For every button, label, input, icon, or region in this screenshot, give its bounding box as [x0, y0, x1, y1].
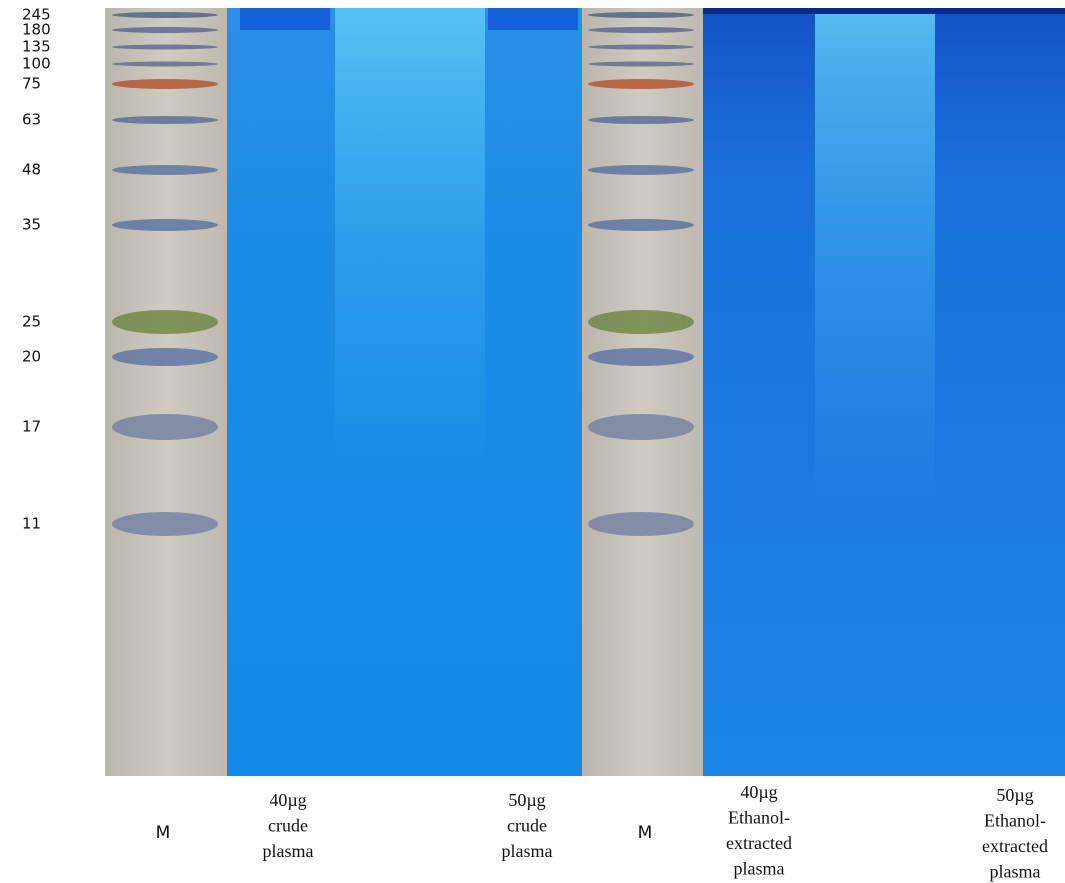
marker-band — [588, 27, 694, 33]
marker-band — [112, 512, 218, 536]
marker-band — [112, 116, 218, 124]
lane-label: plasma — [734, 859, 785, 879]
lane-label: 50µg — [996, 785, 1033, 805]
marker-band — [112, 79, 218, 89]
lane-label: M — [638, 823, 653, 843]
marker-band — [112, 27, 218, 33]
marker-lane — [105, 8, 227, 776]
lane-label: Ethanol- — [728, 808, 790, 828]
marker-band — [588, 512, 694, 536]
lane-label: crude — [507, 816, 547, 836]
lane-label: crude — [268, 816, 308, 836]
marker-band — [112, 44, 218, 50]
lane-label: plasma — [263, 841, 314, 861]
well — [240, 8, 330, 30]
marker-bands — [112, 12, 694, 536]
marker-band — [588, 79, 694, 89]
marker-band — [112, 348, 218, 366]
marker-band — [112, 165, 218, 175]
lane-label: extracted — [982, 836, 1048, 856]
marker-band — [112, 414, 218, 440]
lane-label: plasma — [502, 841, 553, 861]
marker-band — [112, 61, 218, 67]
marker-label: 20 — [22, 348, 41, 366]
smear — [815, 8, 935, 508]
marker-label: 17 — [22, 418, 41, 436]
marker-band — [588, 12, 694, 18]
smear — [335, 8, 485, 468]
marker-band — [588, 165, 694, 175]
marker-band — [588, 44, 694, 50]
well — [703, 8, 1065, 14]
lane-label: plasma — [990, 862, 1041, 882]
lane-label: 40µg — [740, 782, 777, 802]
marker-label: 100 — [22, 55, 51, 73]
marker-band — [112, 310, 218, 334]
marker-label: 75 — [22, 75, 41, 93]
marker-band — [588, 61, 694, 67]
lane-label: M — [156, 823, 171, 843]
marker-label: 135 — [22, 38, 51, 56]
marker-band — [588, 310, 694, 334]
marker-label: 35 — [22, 216, 41, 234]
marker-lane — [582, 8, 703, 776]
marker-label: 11 — [22, 515, 41, 533]
marker-band — [588, 116, 694, 124]
lane-label: extracted — [726, 833, 792, 853]
lane-label: 40µg — [269, 790, 306, 810]
marker-band — [588, 414, 694, 440]
marker-label: 63 — [22, 111, 41, 129]
lane-label: Ethanol- — [984, 811, 1046, 831]
lane-label: 50µg — [508, 790, 545, 810]
marker-label: 25 — [22, 313, 41, 331]
marker-band — [588, 219, 694, 231]
marker-band — [588, 348, 694, 366]
well — [488, 8, 578, 30]
marker-band — [112, 12, 218, 18]
marker-band — [112, 219, 218, 231]
marker-label: 245 — [22, 6, 51, 24]
marker-label: 180 — [22, 21, 51, 39]
marker-label: 48 — [22, 161, 41, 179]
